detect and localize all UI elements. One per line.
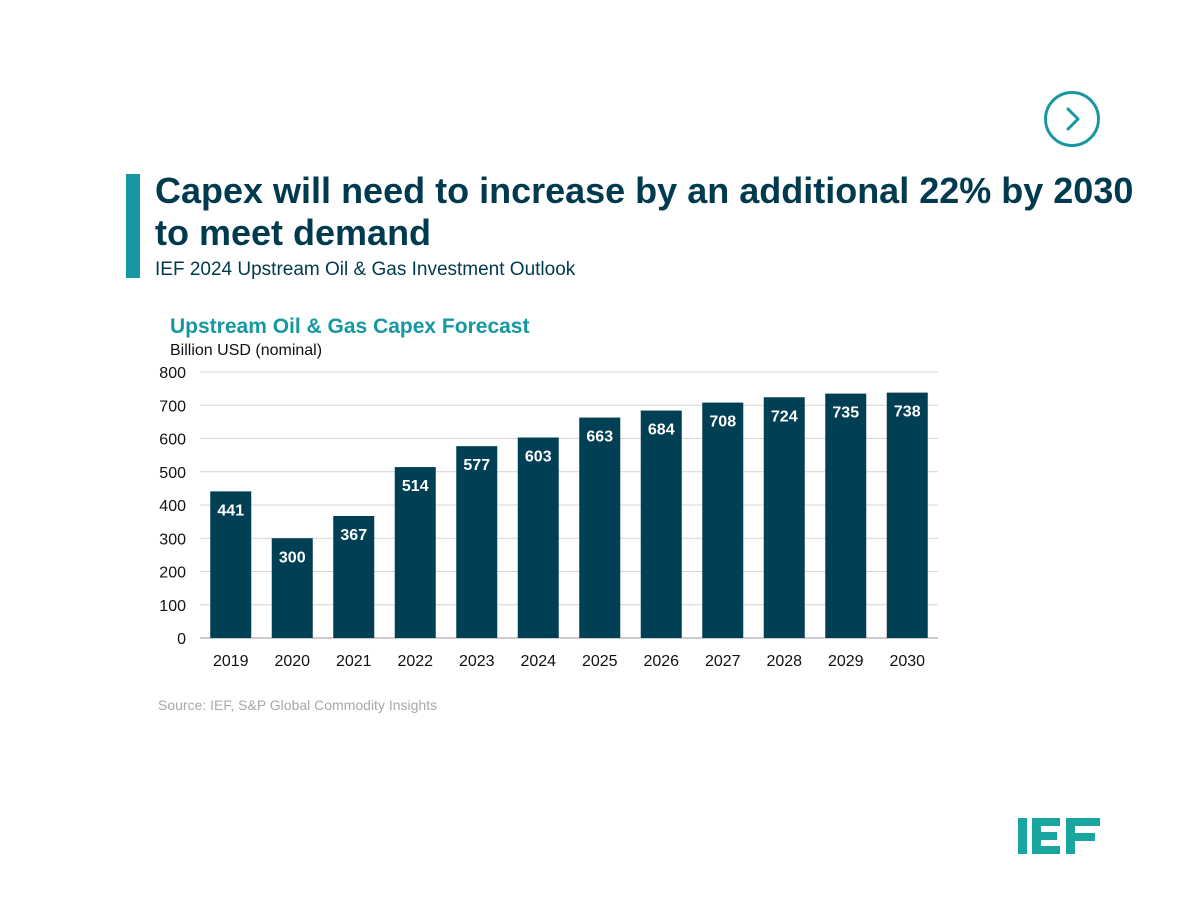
next-slide-button[interactable] xyxy=(1044,91,1100,147)
x-tick-label: 2026 xyxy=(643,653,679,670)
x-tick-label: 2025 xyxy=(582,653,618,670)
bar xyxy=(210,491,252,638)
data-label: 663 xyxy=(586,429,613,446)
x-tick-label: 2030 xyxy=(889,653,925,670)
bar xyxy=(333,515,375,638)
data-label: 367 xyxy=(340,527,367,544)
x-tick-label: 2022 xyxy=(397,653,433,670)
x-axis-ticks: 2019 2020 2021 2022 2023 2024 2025 2026 2027 2028… xyxy=(213,653,925,670)
x-tick-label: 2023 xyxy=(459,653,495,670)
chart-title: Upstream Oil & Gas Capex Forecast xyxy=(170,315,530,338)
data-label: 603 xyxy=(525,449,552,466)
x-tick-label: 2027 xyxy=(705,653,741,670)
y-tick-label: 400 xyxy=(159,498,186,515)
bar xyxy=(579,417,621,638)
data-label: 735 xyxy=(832,405,859,422)
y-tick-label: 0 xyxy=(177,631,186,648)
y-axis-ticks: 0 100 200 300 400 500 600 700 800 xyxy=(159,365,186,648)
bar xyxy=(702,402,744,638)
data-labels: 441 300 367 514 577 603 663 684 708 724 735 738 xyxy=(217,404,920,567)
data-label: 441 xyxy=(217,502,244,519)
ief-logo xyxy=(1018,818,1100,854)
page-title: Capex will need to increase by an additi… xyxy=(155,170,1134,253)
gridlines xyxy=(200,371,938,639)
source-note: Source: IEF, S&P Global Commodity Insigh… xyxy=(158,697,438,713)
x-tick-label: 2028 xyxy=(766,653,802,670)
bar xyxy=(886,392,928,638)
y-tick-label: 700 xyxy=(159,398,186,415)
x-tick-label: 2021 xyxy=(336,653,372,670)
y-tick-label: 100 xyxy=(159,598,186,615)
bar xyxy=(517,437,559,638)
y-axis-label: Billion USD (nominal) xyxy=(170,342,323,359)
x-tick-label: 2019 xyxy=(213,653,249,670)
y-tick-label: 500 xyxy=(159,465,186,482)
bar xyxy=(271,538,313,638)
bar xyxy=(456,446,498,638)
y-tick-label: 200 xyxy=(159,565,186,582)
bar xyxy=(763,397,805,638)
data-label: 708 xyxy=(709,414,736,431)
bar xyxy=(640,410,682,638)
data-label: 577 xyxy=(463,457,490,474)
data-label: 514 xyxy=(402,478,429,495)
data-label: 738 xyxy=(894,404,921,421)
y-tick-label: 300 xyxy=(159,531,186,548)
bar xyxy=(825,393,867,638)
x-tick-label: 2029 xyxy=(828,653,864,670)
data-label: 724 xyxy=(771,408,798,425)
chevron-right-icon xyxy=(1066,107,1080,131)
bars xyxy=(210,392,928,638)
x-tick-label: 2024 xyxy=(520,653,556,670)
data-label: 300 xyxy=(279,549,306,566)
data-label: 684 xyxy=(648,422,675,439)
x-tick-label: 2020 xyxy=(274,653,310,670)
y-tick-label: 800 xyxy=(159,365,186,382)
title-accent-bar xyxy=(126,174,140,278)
bar xyxy=(394,467,436,638)
y-tick-label: 600 xyxy=(159,432,186,449)
page-subtitle: IEF 2024 Upstream Oil & Gas Investment O… xyxy=(155,259,576,280)
